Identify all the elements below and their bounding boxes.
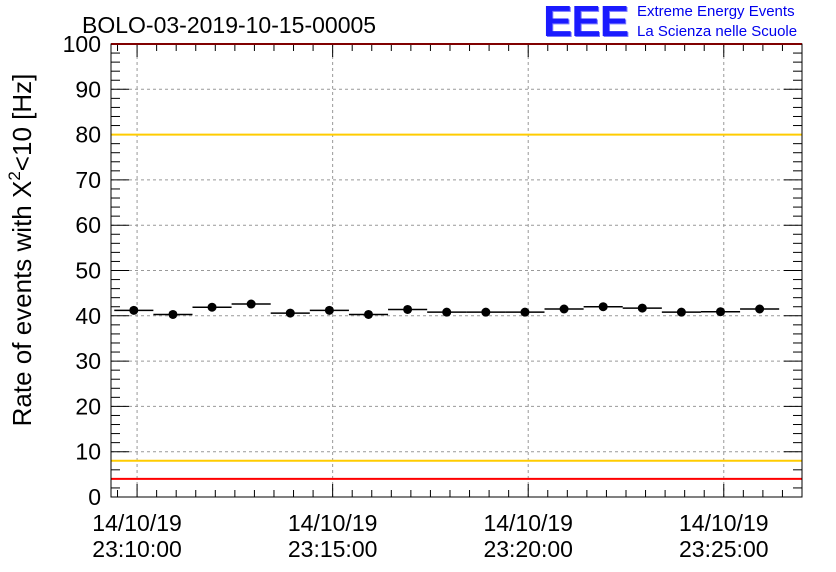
eee-logo-line1: Extreme Energy Events: [637, 3, 795, 20]
x-tick-label-date: 14/10/19: [483, 510, 573, 536]
y-tick-label: 10: [75, 439, 101, 465]
data-point: [168, 309, 178, 319]
x-tick-label-time: 23:25:00: [679, 536, 769, 562]
y-tick-label: 90: [75, 76, 101, 102]
y-tick-label: 0: [88, 484, 101, 510]
y-axis-label: Rate of events with X2<10 [Hz]: [5, 74, 37, 427]
eee-logo-icon: EEE: [543, 0, 629, 46]
x-tick-label-time: 23:10:00: [92, 536, 182, 562]
data-point: [716, 307, 726, 317]
x-tick-label-date: 14/10/19: [92, 510, 182, 536]
eee-logo-line2: La Scienza nelle Scuole: [637, 23, 798, 40]
data-point: [285, 308, 295, 318]
y-tick-label: 30: [75, 348, 101, 374]
x-tick-label-date: 14/10/19: [288, 510, 378, 536]
y-tick-label: 60: [75, 212, 101, 238]
data-point: [676, 307, 686, 317]
y-tick-label: 70: [75, 167, 101, 193]
data-point: [129, 305, 139, 315]
data-point: [637, 303, 647, 313]
data-point: [755, 304, 765, 314]
y-tick-label: 80: [75, 122, 101, 148]
data-point: [559, 304, 569, 314]
data-point: [246, 299, 256, 309]
y-tick-label: 40: [75, 303, 101, 329]
data-point: [363, 309, 373, 319]
data-point: [442, 307, 452, 317]
x-tick-label-date: 14/10/19: [679, 510, 769, 536]
chart-title: BOLO-03-2019-10-15-00005: [82, 12, 377, 38]
y-tick-label: 20: [75, 393, 101, 419]
data-point: [324, 305, 334, 315]
plot-frame: [110, 43, 803, 498]
y-tick-label: 50: [75, 258, 101, 284]
data-point: [207, 302, 217, 312]
data-point: [403, 304, 413, 314]
x-tick-label-time: 23:20:00: [483, 536, 573, 562]
data-point: [520, 307, 530, 317]
x-tick-label-time: 23:15:00: [288, 536, 378, 562]
data-point: [598, 302, 608, 312]
data-point: [481, 307, 491, 317]
y-tick-label: 100: [63, 31, 101, 57]
